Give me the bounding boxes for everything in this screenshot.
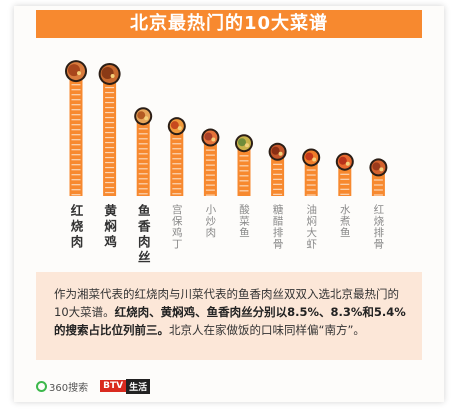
footer: 360搜索 BTV 生活 (36, 378, 151, 394)
bar-酸菜鱼 (237, 146, 251, 196)
bar-糖醋排骨 (271, 154, 285, 196)
category-label: 酸菜鱼 (238, 203, 250, 238)
yuxiangrousi-dish-icon (134, 107, 153, 126)
description-text: 作为湘菜代表的红烧肉与川菜代表的鱼香肉丝双双入选北京最热门的10大菜谱。 (54, 287, 399, 319)
category-label: 红烧排骨 (372, 203, 384, 250)
logo-btv: BTV 生活 (100, 378, 151, 394)
bar-chart: 红烧肉 黄焖鸡 鱼香肉丝 宫保鸡丁 小炒肉 酸菜鱼 糖醋排骨 油焖大虾 水煮鱼 红烧排骨 (65, 60, 388, 266)
category-label: 水煮鱼 (339, 204, 351, 239)
infographic-card: 北京最热门的10大菜谱 红烧肉 黄焖鸡 鱼香肉丝 宫保鸡丁 小炒肉 酸菜鱼 糖醋排骨 油焖大虾… (14, 6, 444, 402)
tangcupaigu-dish-icon (268, 142, 287, 161)
bar-宫保鸡丁 (170, 129, 184, 196)
youmendaxia-dish-icon (302, 148, 321, 167)
shuizhuyu-dish-icon (335, 152, 354, 171)
hongshaorou-dish-icon (65, 60, 87, 83)
category-label: 红烧肉 (69, 203, 84, 251)
description-conclusion: 北京人在家做饭的口味同样偏“南方”。 (169, 323, 365, 337)
suancaiyu-dish-icon (235, 134, 253, 153)
chart-title: 北京最热门的10大菜谱 (36, 10, 422, 38)
logo-360-search: 360搜索 (36, 379, 88, 394)
bar-鱼香肉丝 (136, 119, 150, 196)
btv-life-label: 生活 (126, 378, 151, 394)
gongbaojiding-dish-icon (167, 117, 186, 136)
bar-小炒肉 (203, 140, 217, 196)
logo-360-label: 360搜索 (49, 382, 89, 394)
360-logo-icon (36, 380, 47, 392)
description-highlight: 红烧肉、黄焖鸡、鱼香肉丝分别以8.5%、8.3%和5.4%的搜索占比位列前三。 (54, 305, 406, 337)
category-label: 黄焖鸡 (102, 203, 117, 251)
category-label: 鱼香肉丝 (136, 203, 151, 266)
bar-红烧肉 (69, 75, 83, 196)
bar-黄焖鸡 (103, 77, 117, 196)
btv-label: BTV (100, 380, 127, 392)
hongshaopaigu-dish-icon (369, 158, 388, 177)
huangmenji-dish-icon (98, 62, 121, 85)
description-box: 作为湘菜代表的红烧肉与川菜代表的鱼香肉丝双双入选北京最热门的10大菜谱。红烧肉、… (36, 272, 422, 360)
category-label: 油焖大虾 (305, 203, 317, 250)
category-label: 糖醋排骨 (272, 203, 284, 250)
category-label: 小炒肉 (204, 204, 216, 239)
xiaochaorou-dish-icon (201, 128, 220, 147)
category-label: 宫保鸡丁 (171, 203, 183, 250)
